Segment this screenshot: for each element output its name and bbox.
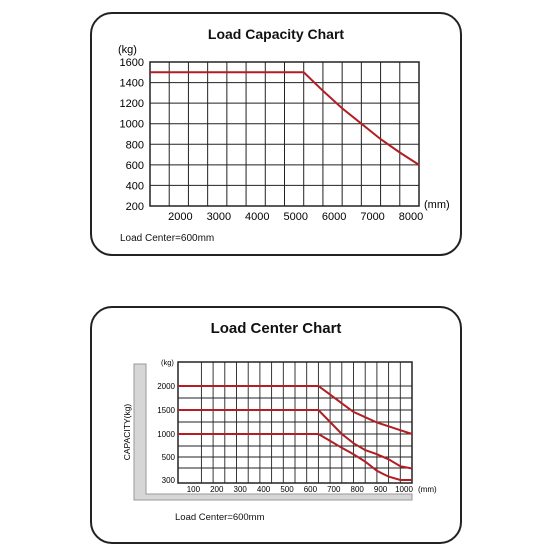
y-tick-label: 1000 [157, 430, 175, 439]
y-tick-label: 1400 [120, 78, 144, 90]
y-tick-label: 1200 [120, 98, 144, 110]
x-tick-label: 600 [304, 485, 318, 494]
load-center-note: Load Center=600mm [175, 512, 265, 523]
y-axis-unit: (kg) [161, 358, 174, 367]
load-center-note: Load Center=600mm [120, 233, 215, 244]
x-tick-label: 6000 [322, 211, 346, 223]
y-tick-label: 400 [126, 180, 144, 192]
y-tick-label: 1500 [157, 406, 175, 415]
capacity-curve [178, 409, 413, 470]
x-tick-label: 700 [327, 485, 341, 494]
x-tick-label: 3000 [207, 211, 231, 223]
chart-title: Load Capacity Chart [207, 26, 345, 42]
y-tick-label: 1000 [120, 119, 144, 131]
x-tick-label: 8000 [399, 211, 423, 223]
y-tick-label: 200 [126, 201, 144, 213]
x-axis-unit: (mm) [424, 199, 450, 211]
x-tick-label: 300 [234, 485, 248, 494]
x-tick-label: 4000 [245, 211, 269, 223]
x-tick-label: 5000 [283, 211, 307, 223]
pallet-shape [133, 363, 413, 501]
capacity-curve [178, 433, 412, 481]
x-tick-label: 800 [351, 485, 365, 494]
y-axis-title: CAPACITY(kg) [122, 404, 132, 461]
x-tick-label: 2000 [168, 211, 192, 223]
x-tick-label: 1000 [395, 485, 413, 494]
chart-title: Load Center Chart [210, 320, 342, 337]
x-tick-label: 900 [374, 485, 388, 494]
x-axis-unit: (mm) [418, 485, 437, 494]
y-tick-label: 600 [126, 160, 144, 172]
x-tick-label: 500 [280, 485, 294, 494]
y-tick-label: 300 [162, 476, 176, 485]
capacity-curve [178, 385, 413, 435]
x-tick-label: 100 [187, 485, 201, 494]
y-tick-label: 1600 [120, 57, 144, 69]
y-tick-label: 500 [162, 453, 176, 462]
capacity-curve [150, 71, 420, 166]
x-tick-label: 400 [257, 485, 271, 494]
y-axis-unit: (kg) [118, 44, 137, 56]
x-tick-label: 200 [210, 485, 224, 494]
x-tick-label: 7000 [360, 211, 384, 223]
y-tick-label: 800 [126, 139, 144, 151]
y-tick-label: 2000 [157, 382, 175, 391]
